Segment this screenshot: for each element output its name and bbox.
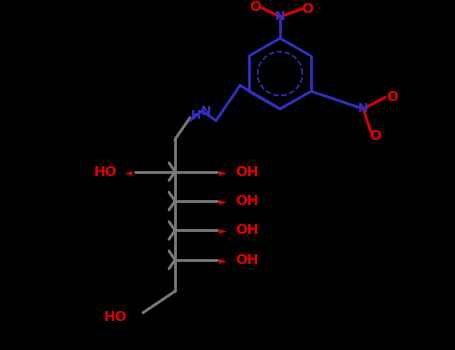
Text: O: O [301, 2, 313, 16]
Text: N: N [275, 10, 285, 23]
Text: N: N [358, 103, 369, 116]
Text: ►: ► [219, 225, 227, 236]
Text: O: O [249, 0, 261, 14]
Text: OH: OH [235, 253, 258, 267]
Text: O: O [369, 130, 381, 144]
Text: O: O [386, 90, 398, 104]
Text: ►: ► [219, 196, 227, 206]
Text: OH: OH [235, 223, 258, 237]
Text: OH: OH [235, 164, 258, 178]
Text: HO: HO [93, 164, 117, 178]
Text: H: H [191, 109, 201, 122]
Text: OH: OH [235, 194, 258, 208]
Text: HO: HO [103, 310, 127, 324]
Text: N: N [201, 105, 211, 118]
Text: ►: ► [219, 167, 227, 177]
Text: ◄: ◄ [125, 167, 133, 177]
Text: ►: ► [219, 255, 227, 265]
